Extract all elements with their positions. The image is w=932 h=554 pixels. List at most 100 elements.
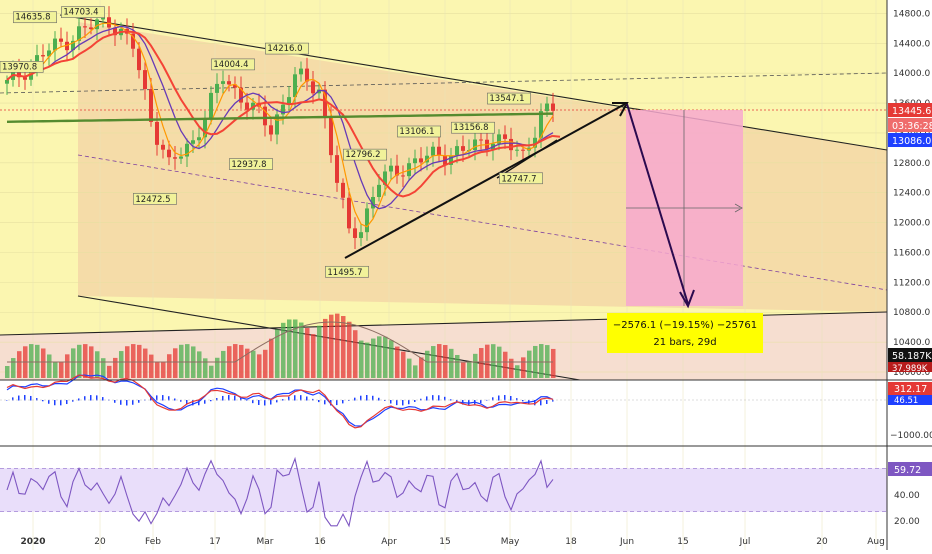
candle-body bbox=[515, 149, 519, 151]
volume-bar bbox=[335, 313, 340, 378]
candle-body bbox=[347, 197, 351, 229]
support-arrow-line bbox=[496, 139, 558, 179]
macd-histogram-bar bbox=[210, 400, 212, 402]
rsi-badge-text: 59.72 bbox=[894, 465, 921, 476]
time-tick-label: Jun bbox=[619, 537, 634, 547]
price-tick-label: 11200.0 bbox=[893, 278, 930, 288]
volume-bar bbox=[281, 322, 286, 378]
candle-body bbox=[551, 103, 555, 111]
candle-body bbox=[161, 144, 165, 150]
price-callout-label: 13970.8 bbox=[2, 62, 37, 72]
candle-body bbox=[41, 55, 45, 57]
macd-histogram-bar bbox=[18, 395, 20, 401]
volume-bar bbox=[41, 348, 46, 378]
candle-body bbox=[59, 38, 63, 42]
rsi-line bbox=[6, 456, 554, 528]
time-tick-label: Mar bbox=[257, 537, 274, 547]
candle-body bbox=[401, 175, 405, 177]
volume-bar bbox=[143, 348, 148, 378]
volume-bar bbox=[413, 365, 418, 378]
macd-histogram-bar bbox=[390, 400, 392, 404]
price-callout-label: 14635.8 bbox=[15, 13, 50, 23]
candle-body bbox=[437, 146, 441, 156]
macd-histogram-bar bbox=[288, 396, 290, 401]
macd-histogram-bar bbox=[432, 395, 434, 401]
candle-body bbox=[53, 38, 57, 51]
macd-histogram-bar bbox=[168, 396, 170, 401]
candle-body bbox=[191, 140, 195, 144]
volume-bar bbox=[365, 342, 370, 378]
macd-histogram-bar bbox=[318, 400, 320, 403]
candle-body bbox=[275, 114, 279, 135]
candle-body bbox=[305, 68, 309, 82]
macd-histogram-bar bbox=[414, 400, 416, 402]
macd-histogram-bar bbox=[198, 400, 200, 406]
macd-histogram-bar bbox=[234, 395, 236, 401]
time-axis: 2020 20 Feb 17 Mar 16 Apr 15 May 18 Jun 15 Jul 20 Aug bbox=[20, 537, 884, 547]
rsi-axis-label-20: 20.00 bbox=[894, 517, 920, 527]
projection-crosshair-arrow bbox=[734, 203, 743, 213]
price-tick-label: 14800.0 bbox=[893, 9, 930, 19]
volume-bar bbox=[29, 344, 34, 378]
time-tick-label: 15 bbox=[439, 537, 450, 547]
candle-body bbox=[419, 158, 423, 163]
volume-bar bbox=[257, 354, 262, 378]
volume-bar bbox=[521, 357, 526, 378]
candle-body bbox=[185, 143, 189, 157]
candle-body bbox=[269, 125, 273, 135]
volume-badge-2 bbox=[888, 362, 932, 372]
volume-bar bbox=[479, 348, 484, 378]
candle-body bbox=[215, 83, 219, 93]
volume-bar bbox=[155, 362, 160, 378]
projection-info-box bbox=[607, 313, 763, 353]
candle-body bbox=[107, 17, 111, 28]
volume-bar bbox=[251, 350, 256, 378]
channel-upper-line bbox=[59, 14, 888, 151]
candle-body bbox=[263, 106, 267, 126]
volume-bar bbox=[71, 348, 76, 378]
macd-histogram-bar bbox=[402, 400, 404, 406]
dashed-line-lower bbox=[77, 154, 888, 291]
macd-histogram-bar bbox=[120, 400, 122, 405]
candle-body bbox=[245, 102, 249, 110]
candlesticks bbox=[5, 6, 555, 249]
price-callout-box bbox=[343, 148, 387, 161]
macd-histogram-bar bbox=[96, 395, 98, 401]
time-tick-label: May bbox=[501, 537, 520, 547]
macd-histogram-bar bbox=[294, 395, 296, 401]
volume-bar bbox=[161, 361, 166, 378]
macd-histogram-bar bbox=[264, 400, 266, 406]
candle-body bbox=[179, 156, 183, 159]
macd-histogram-bar bbox=[360, 395, 362, 401]
macd-histogram-bar bbox=[240, 397, 242, 401]
macd-histogram-bar bbox=[492, 397, 494, 401]
candle-body bbox=[131, 33, 135, 49]
volume-bar bbox=[119, 351, 124, 378]
price-callout-box bbox=[499, 172, 543, 185]
volume-bar bbox=[113, 357, 118, 378]
macd-histogram-bar bbox=[192, 400, 194, 406]
volume-bar bbox=[419, 357, 424, 378]
price-callout-box bbox=[265, 42, 309, 55]
volume-bar bbox=[455, 354, 460, 378]
macd-histogram-bar bbox=[546, 400, 548, 404]
volume-bar bbox=[203, 358, 208, 378]
volume-bar bbox=[137, 344, 142, 378]
candle-body bbox=[497, 134, 501, 144]
volume-bar bbox=[467, 361, 472, 378]
candle-body bbox=[197, 137, 201, 141]
candle-body bbox=[533, 137, 537, 148]
volume-bar bbox=[329, 314, 334, 378]
time-tick-label: 15 bbox=[677, 537, 688, 547]
projection-info-line1: −2576.1 (−19.15%) −25761 bbox=[613, 320, 757, 331]
volume-bar bbox=[551, 348, 556, 378]
volume-bar bbox=[269, 338, 274, 378]
macd-badge-2-text: 46.51 bbox=[894, 396, 918, 406]
rsi-axis-label-40: 40.00 bbox=[894, 491, 920, 501]
price-tick-label: 12000.0 bbox=[893, 219, 930, 229]
ma-value-badge bbox=[888, 133, 932, 147]
volume-bar bbox=[425, 350, 430, 378]
macd-histogram-bar bbox=[156, 395, 158, 401]
volume-bar bbox=[17, 351, 22, 378]
